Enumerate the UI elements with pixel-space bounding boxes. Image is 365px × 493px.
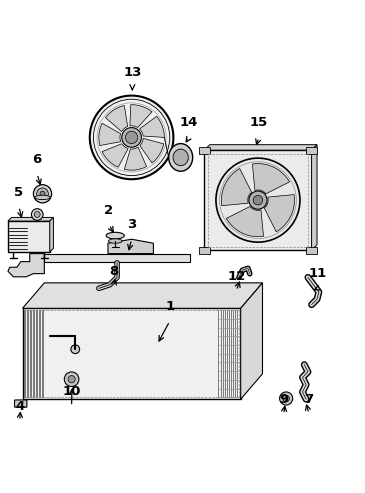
Text: 2: 2 <box>104 204 114 217</box>
Ellipse shape <box>108 239 122 243</box>
Polygon shape <box>44 253 190 262</box>
Ellipse shape <box>35 195 50 200</box>
Text: 7: 7 <box>304 393 314 406</box>
Circle shape <box>64 372 79 387</box>
Circle shape <box>31 209 43 220</box>
Text: 15: 15 <box>250 116 268 130</box>
Polygon shape <box>8 253 44 277</box>
Polygon shape <box>99 123 121 145</box>
FancyBboxPatch shape <box>199 146 210 154</box>
Circle shape <box>283 395 289 402</box>
Polygon shape <box>140 139 164 163</box>
Polygon shape <box>130 105 152 128</box>
Polygon shape <box>50 217 53 252</box>
Ellipse shape <box>106 232 124 239</box>
FancyBboxPatch shape <box>306 246 317 254</box>
Text: 8: 8 <box>109 266 118 279</box>
Polygon shape <box>204 150 312 250</box>
Circle shape <box>34 185 51 203</box>
Text: 3: 3 <box>127 218 136 231</box>
Ellipse shape <box>169 143 193 171</box>
Circle shape <box>253 195 263 205</box>
Circle shape <box>34 211 40 217</box>
Circle shape <box>122 128 141 147</box>
Polygon shape <box>252 164 289 194</box>
Circle shape <box>126 131 138 143</box>
Text: 9: 9 <box>279 393 288 407</box>
Text: 1: 1 <box>165 300 174 313</box>
FancyBboxPatch shape <box>15 400 27 407</box>
Circle shape <box>68 376 75 383</box>
Circle shape <box>249 191 267 209</box>
Polygon shape <box>108 239 153 253</box>
Circle shape <box>216 158 300 242</box>
Polygon shape <box>124 147 147 170</box>
Polygon shape <box>102 143 128 167</box>
Polygon shape <box>222 169 251 206</box>
FancyBboxPatch shape <box>199 246 210 254</box>
Polygon shape <box>264 195 295 232</box>
Polygon shape <box>8 221 50 252</box>
FancyBboxPatch shape <box>306 146 317 154</box>
Text: 6: 6 <box>32 153 42 166</box>
Polygon shape <box>241 283 262 399</box>
Polygon shape <box>23 283 262 308</box>
Polygon shape <box>23 308 241 399</box>
Text: 14: 14 <box>180 116 198 130</box>
Text: 12: 12 <box>227 270 245 283</box>
Polygon shape <box>105 106 128 132</box>
Ellipse shape <box>173 149 188 166</box>
Text: 10: 10 <box>62 386 81 398</box>
Text: 5: 5 <box>14 185 23 199</box>
Polygon shape <box>139 116 164 138</box>
Polygon shape <box>204 144 317 150</box>
Circle shape <box>40 191 45 196</box>
Polygon shape <box>226 207 264 237</box>
Circle shape <box>280 392 293 405</box>
Text: 4: 4 <box>15 400 24 413</box>
Polygon shape <box>8 217 53 221</box>
Circle shape <box>37 188 48 200</box>
Polygon shape <box>312 144 317 250</box>
Text: 11: 11 <box>309 267 327 281</box>
Circle shape <box>71 345 80 353</box>
Circle shape <box>90 96 173 179</box>
Text: 13: 13 <box>123 66 142 78</box>
